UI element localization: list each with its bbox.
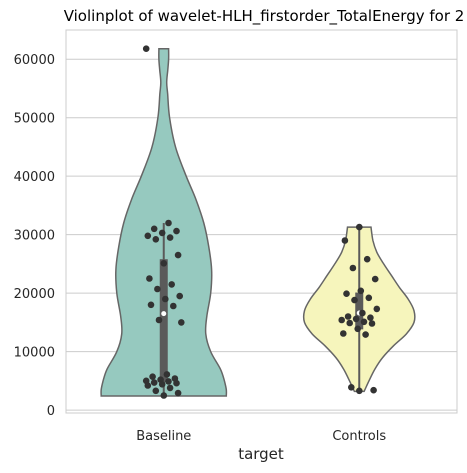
- y-tick-label: 60000: [14, 53, 55, 68]
- data-point-baseline: [144, 232, 152, 240]
- data-point-controls: [338, 316, 346, 324]
- x-axis-title: target: [238, 445, 284, 463]
- data-point-baseline: [170, 302, 177, 310]
- data-point-controls: [357, 287, 365, 295]
- data-point-controls: [343, 290, 350, 298]
- data-point-controls: [356, 223, 363, 231]
- data-point-baseline: [150, 379, 158, 386]
- data-point-baseline: [150, 225, 158, 233]
- y-tick-label: 30000: [14, 229, 55, 244]
- data-point-baseline: [174, 389, 182, 397]
- data-point-baseline: [152, 387, 160, 395]
- x-tick-label-baseline: Baseline: [136, 429, 191, 444]
- chart-title: Violinplot of wavelet-HLH_firstorder_Tot…: [64, 7, 465, 26]
- data-point-baseline: [162, 295, 169, 303]
- y-tick-label: 20000: [14, 287, 55, 302]
- data-point-baseline: [166, 384, 174, 392]
- data-point-baseline: [165, 219, 172, 227]
- data-point-baseline: [144, 382, 152, 389]
- data-point-baseline: [158, 381, 166, 388]
- data-point-baseline: [178, 319, 185, 326]
- median-marker-baseline: [161, 311, 167, 317]
- data-point-baseline: [160, 392, 168, 399]
- plot-area: [65, 29, 458, 414]
- data-point-controls: [359, 309, 366, 317]
- data-point-baseline: [146, 275, 153, 282]
- data-point-baseline: [155, 316, 163, 324]
- data-point-controls: [370, 386, 377, 394]
- y-tick-label: 10000: [14, 346, 55, 361]
- data-point-baseline: [173, 227, 180, 235]
- data-point-controls: [341, 237, 349, 244]
- strip-points: [142, 45, 381, 399]
- data-point-baseline: [142, 45, 150, 52]
- y-tick-label: 0: [47, 404, 55, 419]
- data-point-controls: [360, 318, 368, 326]
- data-point-controls: [371, 275, 379, 283]
- y-axis-ticks: 0 10000 20000 30000 40000 50000 60000: [14, 53, 55, 419]
- data-point-baseline: [149, 373, 156, 381]
- data-point-baseline: [158, 229, 166, 237]
- data-point-controls: [362, 331, 369, 338]
- data-point-baseline: [174, 251, 182, 259]
- data-point-controls: [356, 387, 363, 395]
- data-point-baseline: [160, 260, 168, 267]
- data-point-controls: [348, 384, 355, 391]
- data-point-controls: [346, 319, 354, 327]
- plot-frame: [65, 29, 458, 414]
- data-point-controls: [363, 255, 371, 263]
- data-point-controls: [349, 264, 357, 272]
- data-point-controls: [367, 314, 374, 322]
- y-tick-label: 50000: [14, 112, 55, 127]
- data-point-baseline: [152, 236, 160, 243]
- data-point-baseline: [163, 371, 171, 378]
- data-point-controls: [340, 330, 347, 337]
- data-point-baseline: [173, 379, 180, 387]
- data-point-baseline: [166, 234, 174, 241]
- data-point-baseline: [165, 378, 172, 385]
- data-point-controls: [352, 315, 360, 323]
- data-point-baseline: [154, 285, 161, 293]
- data-point-controls: [365, 294, 373, 302]
- x-axis-ticks: Baseline Controls: [136, 429, 386, 444]
- data-point-baseline: [176, 292, 183, 300]
- iqr-box-baseline: [159, 259, 168, 383]
- y-tick-label: 40000: [14, 170, 55, 185]
- data-point-controls: [373, 305, 381, 313]
- data-point-controls: [351, 296, 358, 304]
- data-point-baseline: [168, 281, 175, 288]
- box-summaries: [159, 222, 364, 396]
- violin-baseline: [100, 47, 228, 397]
- data-point-controls: [344, 313, 352, 320]
- data-point-controls: [354, 325, 362, 333]
- data-point-controls: [368, 320, 376, 327]
- x-tick-label-controls: Controls: [332, 429, 386, 444]
- data-point-baseline: [147, 301, 155, 309]
